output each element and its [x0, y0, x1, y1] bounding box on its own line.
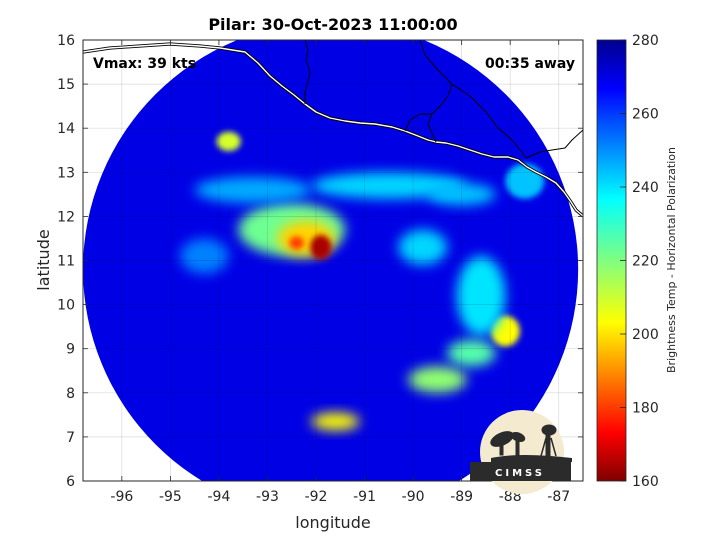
feature-band-east-3	[447, 339, 496, 367]
border-guatemala	[419, 40, 453, 143]
logo-dishes-icon	[490, 424, 572, 462]
x-tick-label: -95	[159, 489, 182, 505]
satellite-swath	[83, 40, 579, 481]
x-tick-label: -93	[256, 489, 279, 505]
feature-band-east-1	[456, 256, 506, 336]
y-tick-label: 9	[66, 342, 75, 358]
x-tick-label: -94	[207, 489, 230, 505]
feature-cell-coast-e	[505, 163, 545, 199]
y-tick-label: 15	[57, 77, 75, 93]
feature-band-east-2	[408, 366, 467, 393]
logo-disc	[480, 410, 564, 494]
x-axis-label: longitude	[295, 513, 370, 532]
feature-cell-94	[216, 131, 241, 152]
y-tick-label: 6	[66, 474, 75, 490]
logo-text: CIMSS	[495, 468, 545, 479]
colorbar-label: Brightness Temp - Horizontal Polarizatio…	[665, 147, 678, 373]
y-tick-label: 14	[57, 121, 75, 137]
time-away-label: 00:35 away	[485, 56, 575, 72]
y-tick-label: 13	[57, 165, 75, 181]
colorbar-ticks: 160 180 200 220 240 260 280	[620, 33, 659, 490]
cimss-logo: CIMSS	[470, 410, 572, 494]
swath-background	[83, 40, 579, 481]
colorbar-tick-label: 220	[632, 254, 659, 270]
feature-band-ne	[427, 183, 496, 206]
y-tick-label: 8	[66, 386, 75, 402]
x-tick-label: -96	[110, 489, 133, 505]
feature-core-red	[310, 234, 332, 260]
feature-band-west	[180, 238, 229, 274]
feature-band-mid	[398, 229, 448, 265]
x-tick-label: -89	[450, 489, 473, 505]
colorbar-tick-label: 200	[632, 327, 659, 343]
y-tick-label: 16	[57, 33, 75, 49]
y-tick-label: 7	[66, 430, 75, 446]
plot-area	[83, 40, 583, 481]
colorbar-tick-label: 160	[632, 474, 659, 490]
x-tick-label: -87	[547, 489, 570, 505]
chart-title: Pilar: 30-Oct-2023 11:00:00	[208, 15, 457, 34]
coastline	[83, 40, 583, 218]
logo-band	[470, 462, 571, 481]
x-tick-label: -90	[402, 489, 425, 505]
colorbar-tick-label: 180	[632, 401, 659, 417]
y-axis-ticks: 6 7 8 9 10 11 12 13 14 15 16	[57, 33, 583, 490]
border-honduras	[451, 83, 527, 159]
y-tick-label: 12	[57, 209, 75, 225]
y-axis-label: latitude	[34, 229, 53, 290]
colorbar-tick-label: 240	[632, 180, 659, 196]
border-salvador	[404, 113, 432, 132]
feature-cell-south	[311, 412, 360, 431]
colorbar-tick-label: 280	[632, 33, 659, 49]
vmax-label: Vmax: 39 kts	[93, 56, 196, 72]
x-tick-label: -91	[353, 489, 376, 505]
y-tick-label: 10	[57, 298, 75, 314]
y-tick-label: 11	[57, 254, 75, 270]
border-nicaragua	[525, 129, 583, 159]
feature-band-north	[311, 172, 467, 199]
border-mexico-guatemala	[304, 40, 311, 104]
storm-features	[180, 131, 545, 431]
colorbar-tick-label: 260	[632, 107, 659, 123]
feature-band-nw	[194, 176, 312, 204]
grid	[83, 40, 583, 481]
feature-core-red-2	[289, 236, 304, 250]
x-tick-label: -92	[305, 489, 328, 505]
